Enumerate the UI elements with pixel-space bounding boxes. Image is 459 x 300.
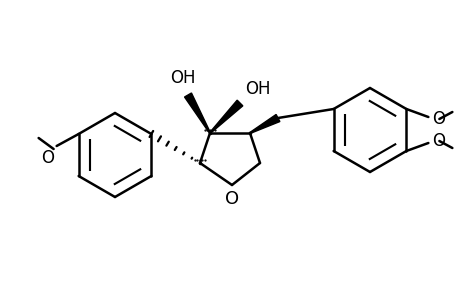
Polygon shape	[184, 93, 210, 133]
Text: O: O	[431, 132, 444, 150]
Text: O: O	[431, 110, 444, 128]
Text: OH: OH	[170, 69, 196, 87]
Polygon shape	[209, 100, 242, 134]
Text: O: O	[40, 149, 54, 167]
Polygon shape	[249, 115, 279, 134]
Text: OH: OH	[245, 80, 270, 98]
Text: O: O	[224, 190, 239, 208]
